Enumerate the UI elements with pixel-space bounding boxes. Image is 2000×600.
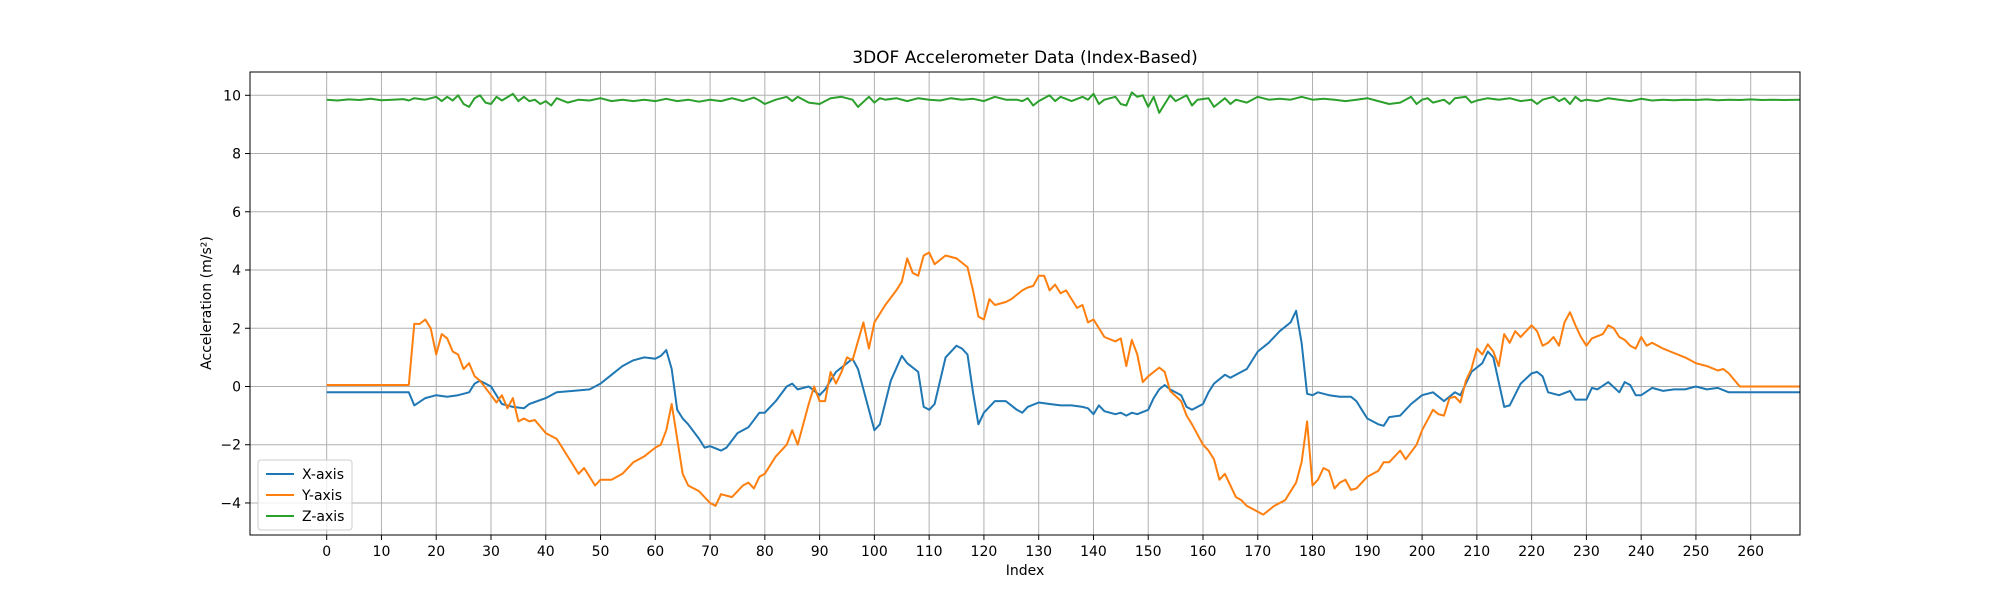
y-tick-label: 4 (232, 263, 241, 279)
x-tick-label: 70 (701, 544, 719, 560)
x-tick-label: 10 (373, 544, 391, 560)
x-tick-label: 80 (756, 544, 774, 560)
x-tick-label: 240 (1628, 544, 1655, 560)
plot-area-frame (249, 71, 1801, 536)
legend-label: X-axis (302, 467, 344, 483)
x-tick-label: 120 (971, 544, 998, 560)
legend-label: Y-axis (301, 488, 342, 504)
x-tick-label: 60 (646, 544, 664, 560)
legend-label: Z-axis (302, 509, 344, 525)
x-tick-label: 250 (1683, 544, 1710, 560)
legend: X-axis Y-axis Z-axis (257, 459, 353, 531)
chart-title: 3DOF Accelerometer Data (Index-Based) (852, 48, 1197, 68)
y-tick-label: 6 (232, 205, 241, 221)
x-tick-label: 170 (1244, 544, 1271, 560)
y-axis-ticks: −4 −2 0 2 4 6 8 10 (220, 88, 250, 512)
x-tick-label: 140 (1080, 544, 1107, 560)
x-tick-label: 160 (1190, 544, 1217, 560)
x-tick-label: 50 (592, 544, 610, 560)
x-tick-label: 130 (1025, 544, 1052, 560)
y-tick-label: 2 (232, 321, 241, 337)
x-tick-label: 180 (1299, 544, 1326, 560)
series-line-z-axis (326, 91, 1801, 114)
y-tick-label: 10 (223, 88, 241, 104)
y-tick-label: 8 (232, 147, 241, 163)
x-tick-label: 0 (322, 544, 331, 560)
series-lines (326, 91, 1801, 516)
x-tick-label: 20 (427, 544, 445, 560)
x-tick-label: 210 (1463, 544, 1490, 560)
x-tick-label: 260 (1737, 544, 1764, 560)
grid-lines (250, 72, 1800, 535)
y-tick-label: −4 (220, 496, 241, 512)
x-tick-label: 200 (1409, 544, 1436, 560)
y-axis-title: Acceleration (m/s²) (199, 236, 215, 370)
x-tick-label: 150 (1135, 544, 1162, 560)
x-tick-label: 230 (1573, 544, 1600, 560)
y-tick-label: 0 (232, 379, 241, 395)
x-tick-label: 110 (916, 544, 943, 560)
x-axis-ticks: 0 10 20 30 40 50 60 70 80 90 100 110 120 130 140 150 160… (322, 535, 1764, 560)
x-axis-title: Index (1006, 563, 1045, 579)
x-tick-label: 220 (1518, 544, 1545, 560)
x-tick-label: 40 (537, 544, 555, 560)
x-tick-label: 190 (1354, 544, 1381, 560)
series-line-x-axis (326, 309, 1800, 452)
x-tick-label: 90 (811, 544, 829, 560)
x-tick-label: 100 (861, 544, 888, 560)
legend-box (257, 459, 353, 531)
series-line-y-axis (326, 251, 1800, 516)
x-tick-label: 30 (482, 544, 500, 560)
y-tick-label: −2 (220, 438, 241, 454)
